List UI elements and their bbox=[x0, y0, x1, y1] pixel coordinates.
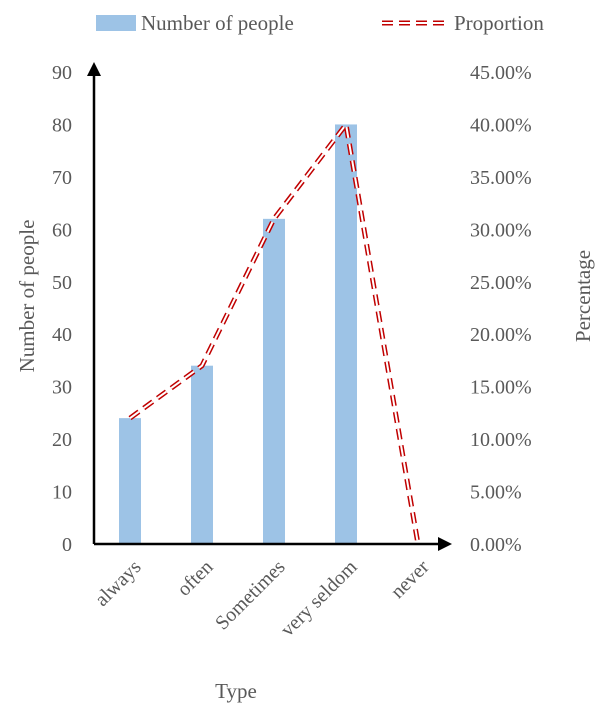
y2-tick-label: 20.00% bbox=[470, 324, 532, 346]
bar bbox=[335, 124, 357, 544]
x-axis-title: Type bbox=[215, 679, 257, 703]
y-axis-title: Number of people bbox=[15, 220, 39, 373]
legend: Number of people Proportion bbox=[96, 11, 544, 35]
legend-line-label: Proportion bbox=[454, 11, 544, 35]
x-axis-arrow bbox=[438, 537, 452, 551]
legend-bar-swatch bbox=[96, 15, 136, 31]
y2-tick-label: 40.00% bbox=[470, 114, 532, 136]
y-tick-label: 60 bbox=[52, 219, 72, 241]
x-tick-label: often bbox=[173, 556, 218, 601]
y-tick-label: 20 bbox=[52, 429, 72, 451]
y2-axis-ticks: 0.00% 5.00% 10.00% 15.00% 20.00% 25.00% 30.00%… bbox=[470, 62, 532, 556]
y2-tick-label: 25.00% bbox=[470, 272, 532, 294]
legend-bar-label: Number of people bbox=[141, 11, 294, 35]
bars bbox=[119, 124, 357, 544]
y-tick-label: 40 bbox=[52, 324, 72, 346]
axes bbox=[87, 62, 452, 551]
y-tick-label: 30 bbox=[52, 377, 72, 399]
proportion-line bbox=[128, 121, 421, 545]
y-tick-label: 80 bbox=[52, 114, 72, 136]
y-tick-label: 10 bbox=[52, 482, 72, 504]
bar bbox=[263, 218, 285, 544]
proportion-line-inner bbox=[129, 123, 419, 545]
y2-tick-label: 45.00% bbox=[470, 62, 532, 84]
y2-tick-label: 10.00% bbox=[470, 429, 532, 451]
y-axis-arrow bbox=[87, 62, 101, 76]
x-tick-label: never bbox=[387, 556, 434, 603]
x-tick-label: Sometimes bbox=[211, 556, 290, 635]
y-tick-label: 90 bbox=[52, 62, 72, 84]
bar bbox=[191, 365, 213, 544]
y2-tick-label: 0.00% bbox=[470, 534, 522, 556]
x-tick-label: very seldom bbox=[276, 556, 361, 641]
bar bbox=[119, 418, 141, 544]
y-tick-label: 50 bbox=[52, 272, 72, 294]
y2-tick-label: 5.00% bbox=[470, 482, 522, 504]
x-tick-label: always bbox=[91, 556, 146, 611]
y2-tick-label: 35.00% bbox=[470, 167, 532, 189]
y-tick-label: 0 bbox=[62, 534, 72, 556]
y-axis-ticks: 0 10 20 30 40 50 60 70 80 90 bbox=[52, 62, 72, 556]
y2-axis-title: Percentage bbox=[571, 250, 595, 342]
y2-tick-label: 15.00% bbox=[470, 377, 532, 399]
y-tick-label: 70 bbox=[52, 167, 72, 189]
y2-tick-label: 30.00% bbox=[470, 219, 532, 241]
